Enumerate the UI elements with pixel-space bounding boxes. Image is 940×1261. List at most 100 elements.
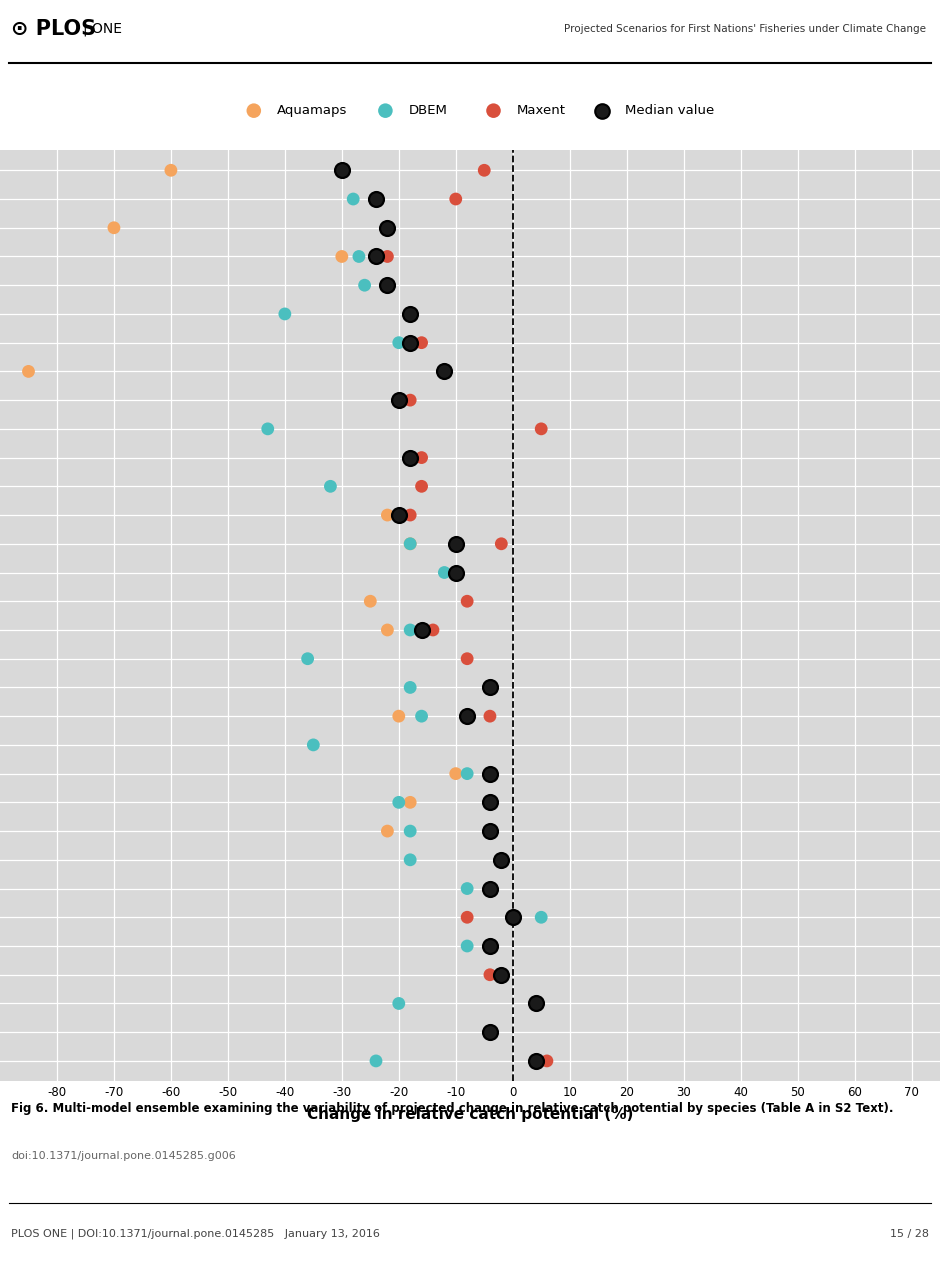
- Point: [306, 735, 321, 755]
- Point: [414, 620, 429, 641]
- Text: Aquamaps: Aquamaps: [277, 105, 348, 117]
- Point: [594, 101, 609, 121]
- Point: [380, 821, 395, 841]
- Point: [402, 792, 417, 812]
- Point: [414, 477, 429, 497]
- Point: [448, 533, 463, 554]
- Point: [460, 907, 475, 927]
- Point: [505, 907, 520, 927]
- Point: [246, 101, 261, 121]
- Point: [482, 879, 497, 899]
- Text: Maxent: Maxent: [517, 105, 566, 117]
- Point: [380, 504, 395, 525]
- Point: [363, 591, 378, 612]
- Point: [482, 965, 497, 985]
- Text: | ONE: | ONE: [83, 21, 121, 35]
- Text: doi:10.1371/journal.pone.0145285.g006: doi:10.1371/journal.pone.0145285.g006: [11, 1151, 236, 1161]
- Text: Fig 6. Multi-model ensemble examining the variability of projected change in rel: Fig 6. Multi-model ensemble examining th…: [11, 1102, 894, 1115]
- Point: [482, 879, 497, 899]
- Point: [164, 160, 179, 180]
- Point: [380, 246, 395, 266]
- Point: [380, 218, 395, 238]
- Point: [391, 994, 406, 1014]
- Point: [402, 304, 417, 324]
- Text: PLOS ONE | DOI:10.1371/journal.pone.0145285   January 13, 2016: PLOS ONE | DOI:10.1371/journal.pone.0145…: [11, 1228, 380, 1240]
- Point: [402, 504, 417, 525]
- Point: [482, 706, 497, 726]
- Point: [391, 333, 406, 353]
- Point: [460, 706, 475, 726]
- Point: [448, 562, 463, 583]
- Text: Projected Scenarios for First Nations' Fisheries under Climate Change: Projected Scenarios for First Nations' F…: [564, 24, 926, 34]
- Point: [402, 677, 417, 697]
- Point: [482, 821, 497, 841]
- Point: [414, 448, 429, 468]
- Point: [482, 677, 497, 697]
- Point: [486, 101, 501, 121]
- Point: [460, 879, 475, 899]
- Point: [402, 620, 417, 641]
- Point: [323, 477, 338, 497]
- Point: [357, 275, 372, 295]
- Point: [335, 160, 350, 180]
- Point: [528, 1050, 543, 1071]
- Point: [448, 763, 463, 783]
- Point: [335, 160, 350, 180]
- Point: [391, 390, 406, 410]
- Point: [106, 218, 121, 238]
- Text: Median value: Median value: [625, 105, 714, 117]
- Text: ⊙ PLOS: ⊙ PLOS: [11, 19, 97, 39]
- Point: [482, 821, 497, 841]
- Point: [402, 533, 417, 554]
- Point: [534, 907, 549, 927]
- Point: [380, 275, 395, 295]
- Point: [482, 792, 497, 812]
- Point: [391, 504, 406, 525]
- Point: [494, 533, 509, 554]
- Point: [21, 362, 36, 382]
- Point: [391, 390, 406, 410]
- Point: [460, 763, 475, 783]
- Point: [380, 620, 395, 641]
- Point: [402, 448, 417, 468]
- Point: [437, 362, 452, 382]
- Text: 15 / 28: 15 / 28: [890, 1229, 929, 1238]
- Point: [402, 533, 417, 554]
- Point: [402, 448, 417, 468]
- Point: [540, 1050, 555, 1071]
- Point: [477, 160, 492, 180]
- Point: [482, 1023, 497, 1043]
- Point: [482, 936, 497, 956]
- Point: [368, 1050, 384, 1071]
- Point: [380, 218, 395, 238]
- Point: [494, 850, 509, 870]
- Point: [528, 994, 543, 1014]
- Point: [414, 706, 429, 726]
- Point: [426, 620, 441, 641]
- Point: [391, 706, 406, 726]
- Point: [482, 1023, 497, 1043]
- Point: [482, 763, 497, 783]
- Point: [402, 333, 417, 353]
- Point: [391, 504, 406, 525]
- Point: [534, 419, 549, 439]
- Point: [437, 562, 452, 583]
- Point: [482, 936, 497, 956]
- Point: [335, 246, 350, 266]
- Point: [460, 936, 475, 956]
- Point: [437, 362, 452, 382]
- Point: [391, 792, 406, 812]
- Point: [260, 419, 275, 439]
- Point: [402, 448, 417, 468]
- Point: [448, 189, 463, 209]
- Point: [277, 304, 292, 324]
- Point: [460, 591, 475, 612]
- Point: [402, 821, 417, 841]
- Point: [528, 994, 543, 1014]
- Point: [494, 965, 509, 985]
- Text: DBEM: DBEM: [409, 105, 447, 117]
- Point: [300, 648, 315, 668]
- Point: [402, 390, 417, 410]
- Point: [482, 792, 497, 812]
- X-axis label: Change in relative catch potential (%): Change in relative catch potential (%): [306, 1107, 634, 1122]
